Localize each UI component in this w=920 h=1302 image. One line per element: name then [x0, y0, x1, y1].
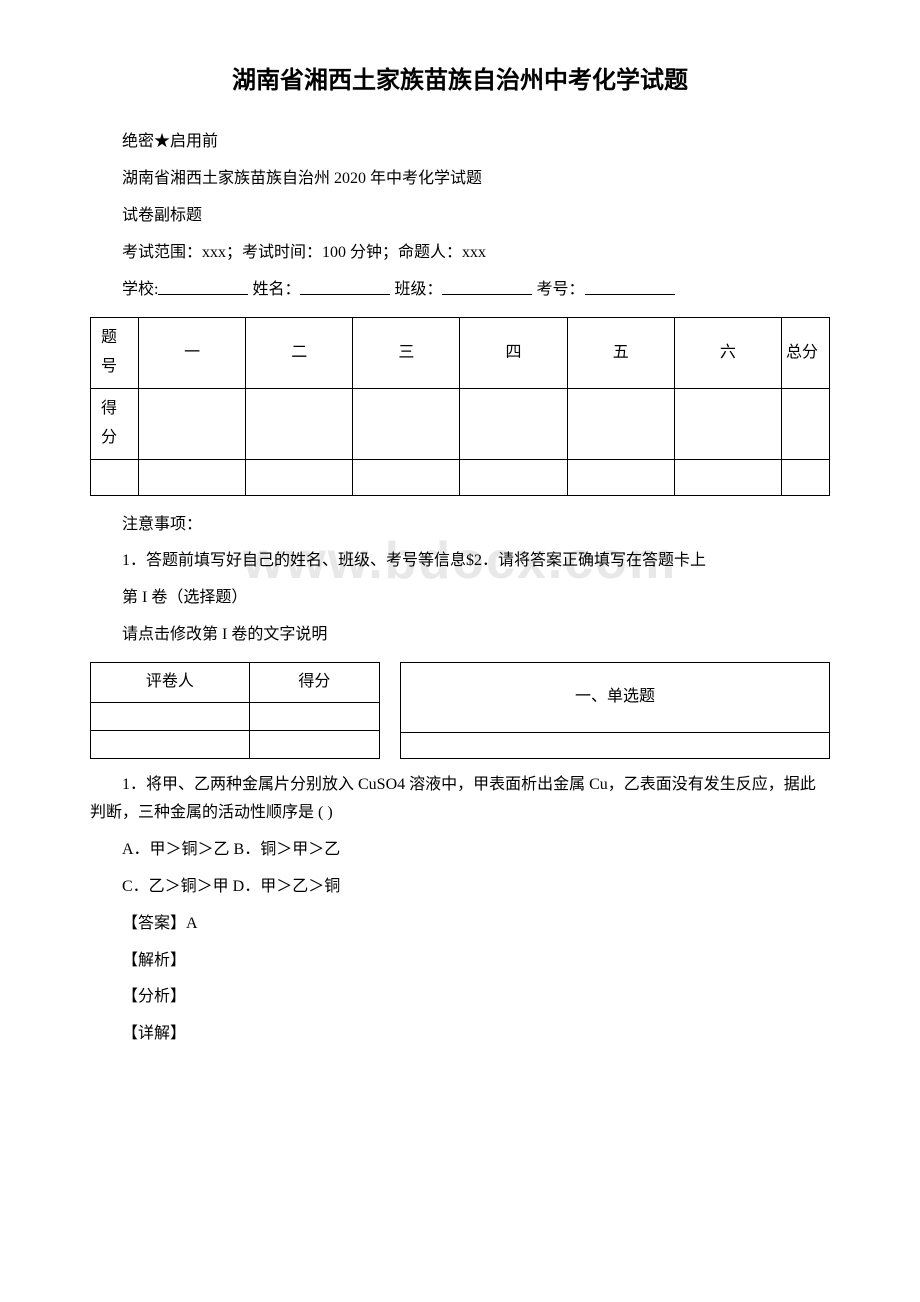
col-header: 一: [139, 318, 246, 389]
score-cell[interactable]: [674, 388, 781, 459]
table-row: [91, 459, 830, 495]
empty-cell: [567, 459, 674, 495]
class-label: 班级：: [394, 282, 442, 299]
option-line: C．乙＞铜＞甲 D．甲＞乙＞铜: [90, 873, 830, 902]
notice-heading: 注意事项：: [90, 511, 830, 540]
subtitle: 试卷副标题: [90, 202, 830, 231]
table-row: 题号 一 二 三 四 五 六 总分: [91, 318, 830, 389]
school-label: 学校:: [122, 282, 158, 299]
row-label: 得分: [91, 388, 139, 459]
option-line: A．甲＞铜＞乙 B．铜＞甲＞乙: [90, 836, 830, 865]
total-label: 总分: [782, 318, 830, 389]
reviewer-blank[interactable]: [91, 702, 250, 730]
examno-label: 考号：: [536, 282, 584, 299]
watermark-region: www.bdocx.com 1．答题前填写好自己的姓名、班级、考号等信息$2．请…: [90, 547, 830, 576]
score-cell[interactable]: [782, 388, 830, 459]
table-row: 评卷人 得分: [91, 662, 380, 702]
row-label: 题号: [91, 318, 139, 389]
grader-table: 评卷人 得分: [90, 662, 380, 759]
score-blank[interactable]: [249, 702, 379, 730]
page-title: 湖南省湘西土家族苗族自治州中考化学试题: [90, 60, 830, 103]
empty-cell: [674, 459, 781, 495]
score-label: 得分: [249, 662, 379, 702]
table-row: [91, 730, 380, 758]
empty-cell: [139, 459, 246, 495]
name-label: 姓名：: [252, 282, 300, 299]
score-cell[interactable]: [353, 388, 460, 459]
analyze-label: 【分析】: [90, 983, 830, 1012]
col-header: 二: [246, 318, 353, 389]
col-header: 五: [567, 318, 674, 389]
score-cell[interactable]: [246, 388, 353, 459]
empty-cell: [353, 459, 460, 495]
score-table: 题号 一 二 三 四 五 六 总分 得分: [90, 317, 830, 495]
empty-cell: [782, 459, 830, 495]
empty-cell: [401, 732, 830, 758]
table-row: [401, 732, 830, 758]
student-info-line: 学校: 姓名： 班级： 考号：: [90, 275, 830, 305]
section-title: 一、单选题: [401, 662, 830, 732]
section-title-table: 一、单选题: [400, 662, 830, 759]
reviewer-label: 评卷人: [91, 662, 250, 702]
col-header: 四: [460, 318, 567, 389]
exam-name: 湖南省湘西土家族苗族自治州 2020 年中考化学试题: [90, 165, 830, 194]
answer-line: 【答案】A: [90, 910, 830, 939]
empty-cell: [91, 459, 139, 495]
secrecy-line: 绝密★启用前: [90, 128, 830, 157]
scope-line: 考试范围：xxx；考试时间：100 分钟；命题人：xxx: [90, 239, 830, 268]
empty-cell: [460, 459, 567, 495]
empty-cell: [246, 459, 353, 495]
score-cell[interactable]: [460, 388, 567, 459]
col-header: 三: [353, 318, 460, 389]
part-label: 第 I 卷（选择题）: [90, 584, 830, 613]
col-header: 六: [674, 318, 781, 389]
part-instruction: 请点击修改第 I 卷的文字说明: [90, 621, 830, 650]
class-blank[interactable]: [442, 275, 532, 294]
question-stem: 1．将甲、乙两种金属片分别放入 CuSO4 溶液中，甲表面析出金属 Cu，乙表面…: [90, 771, 830, 829]
notice-line: 1．答题前填写好自己的姓名、班级、考号等信息$2．请将答案正确填写在答题卡上: [90, 547, 830, 576]
detail-label: 【详解】: [90, 1020, 830, 1049]
table-row: [91, 702, 380, 730]
empty-cell: [249, 730, 379, 758]
school-blank[interactable]: [158, 275, 248, 294]
section-header-row: 评卷人 得分 一、单选题: [90, 662, 830, 759]
examno-blank[interactable]: [585, 275, 675, 294]
name-blank[interactable]: [300, 275, 390, 294]
table-row: 得分: [91, 388, 830, 459]
score-cell[interactable]: [567, 388, 674, 459]
empty-cell: [91, 730, 250, 758]
analysis-label: 【解析】: [90, 947, 830, 976]
score-cell[interactable]: [139, 388, 246, 459]
